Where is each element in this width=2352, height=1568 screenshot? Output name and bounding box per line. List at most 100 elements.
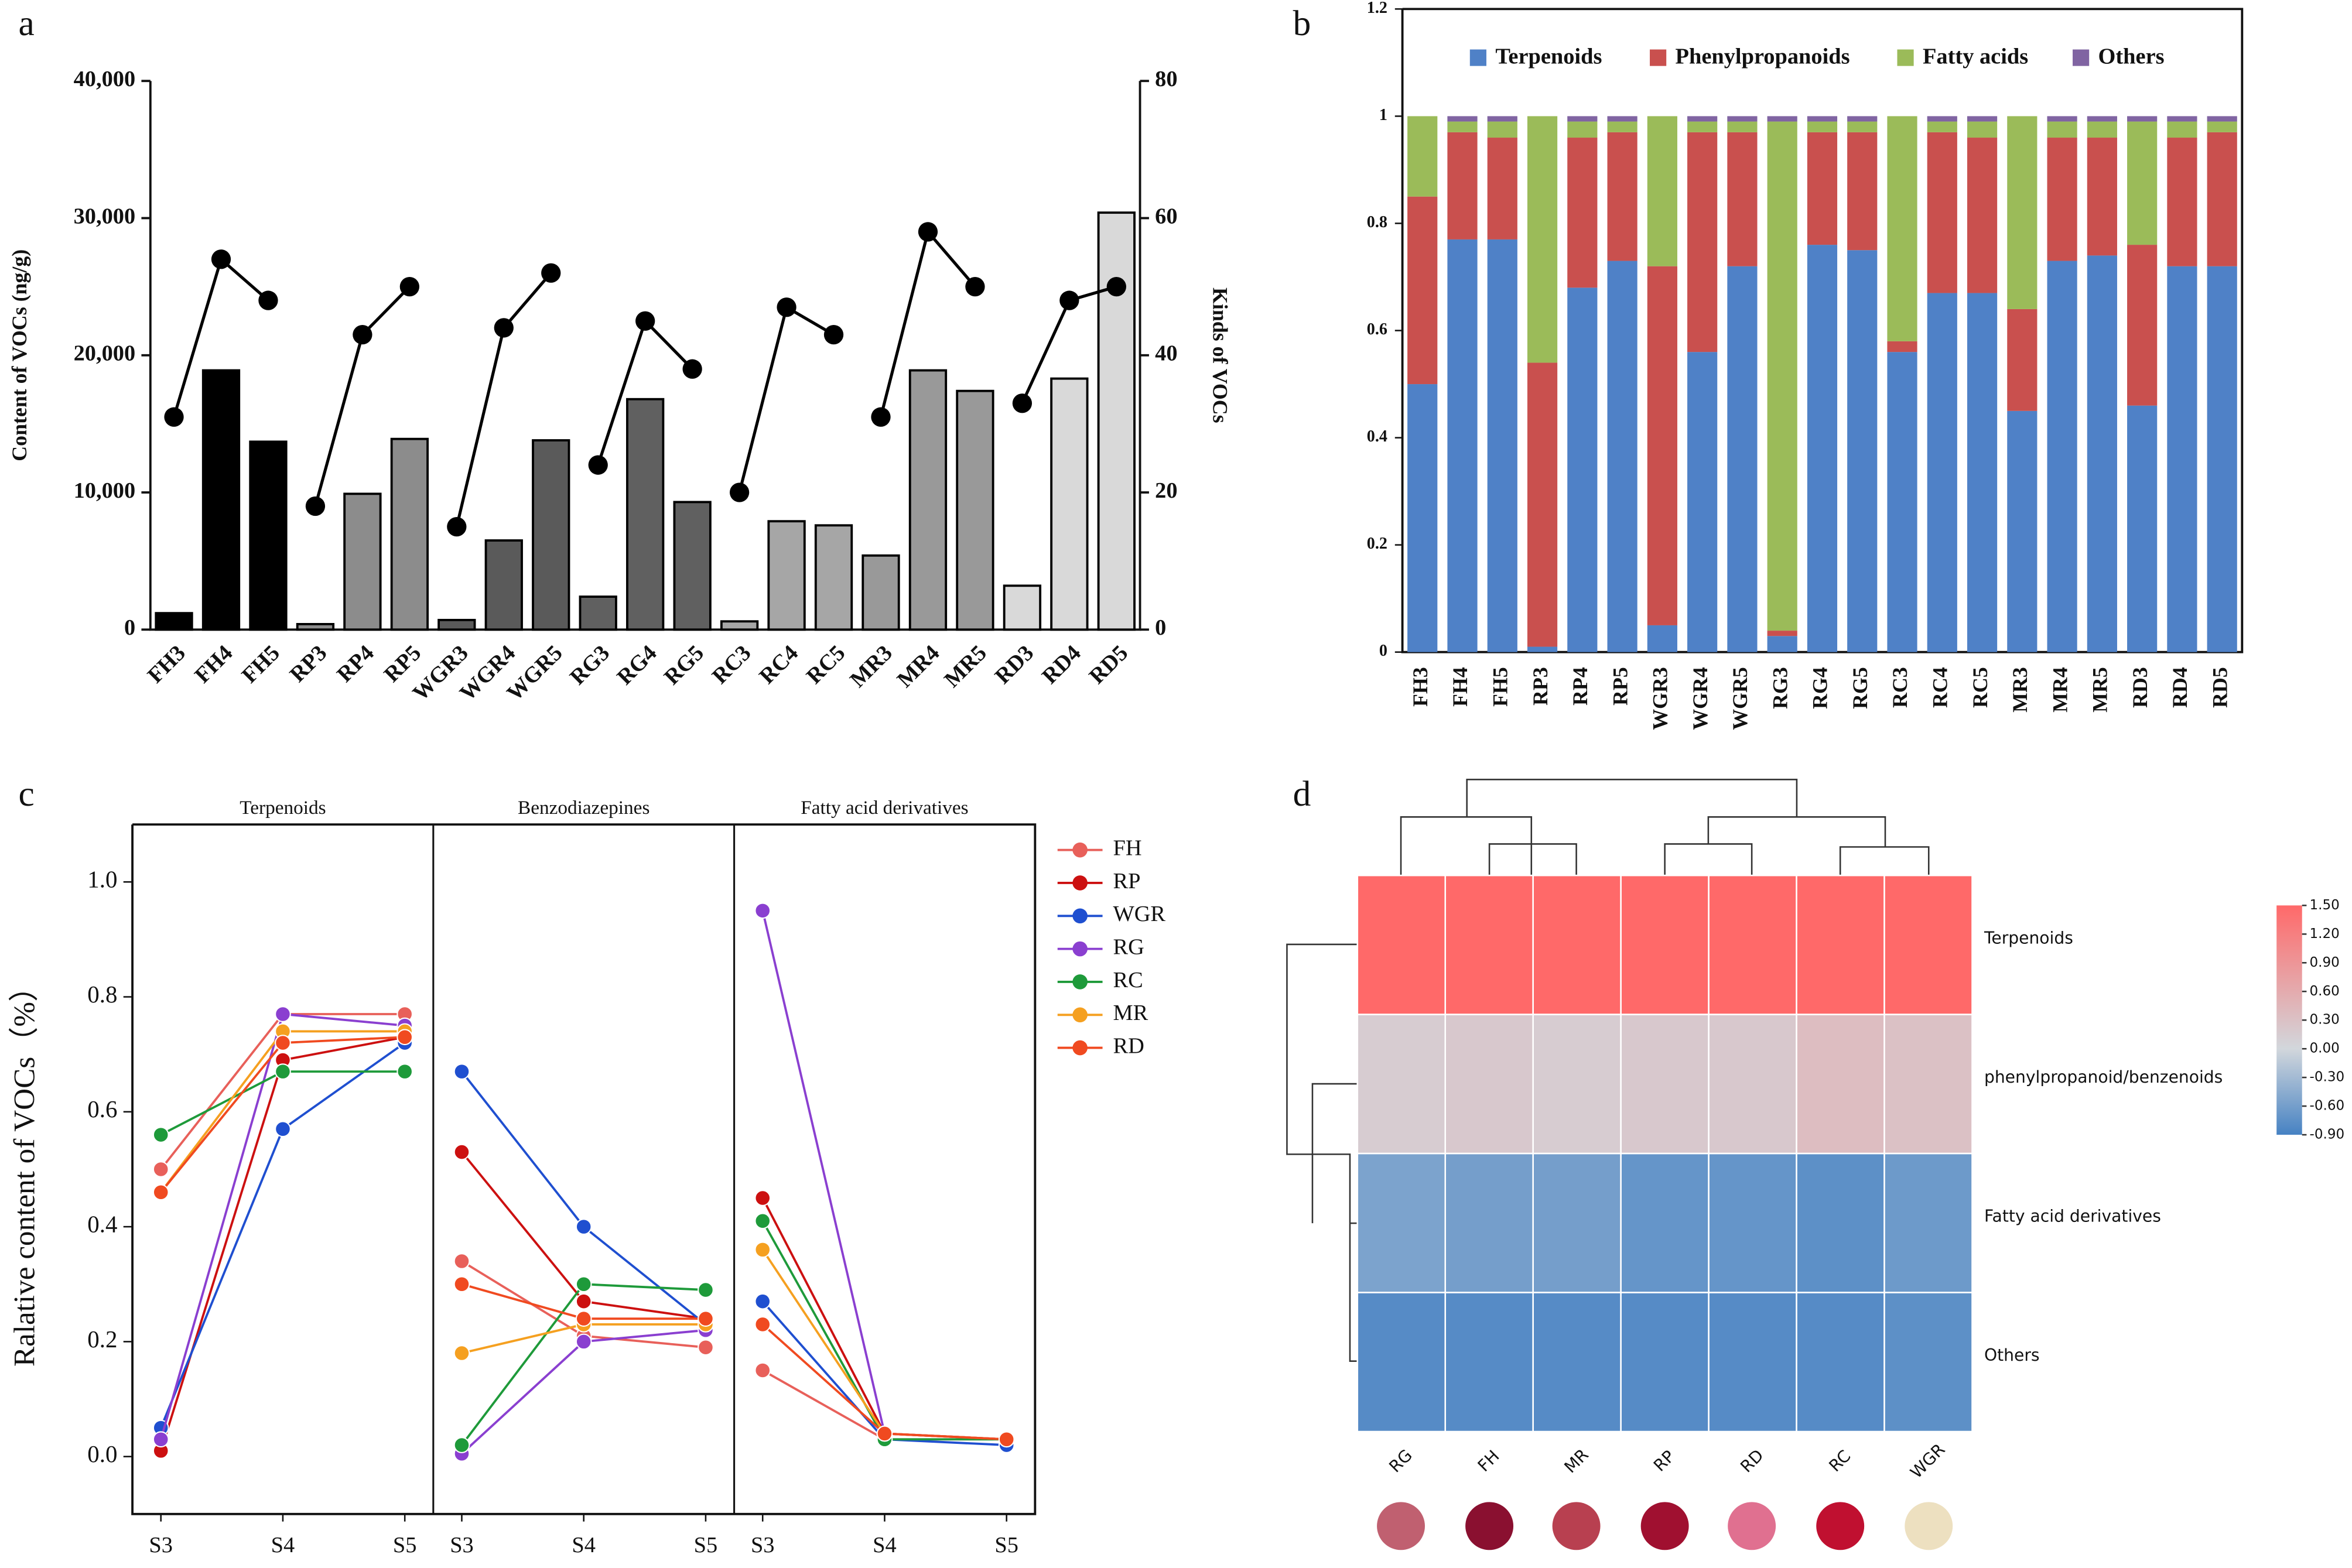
marker — [152, 1127, 169, 1143]
column-label: RG — [1385, 1446, 1416, 1477]
bar-segment — [1527, 362, 1558, 647]
bar-segment — [2007, 116, 2038, 309]
x-tick-label: RG4 — [1809, 667, 1832, 709]
row-label: Others — [1984, 1346, 2040, 1365]
x-tick-label: RD5 — [2208, 667, 2231, 708]
y-axis-label: Content of VOCs (ng/g) — [8, 249, 31, 461]
marker — [918, 222, 938, 242]
x-tick-label: S3 — [450, 1533, 474, 1557]
x-tick-label: S4 — [572, 1533, 596, 1557]
bar-segment — [1407, 196, 1438, 385]
y-tick-label: 0.8 — [1367, 213, 1387, 231]
row-label: Terpenoids — [1984, 929, 2073, 948]
bar-segment — [1887, 352, 1917, 652]
x-tick-label: RC5 — [802, 641, 850, 689]
bar-segment — [2007, 410, 2038, 652]
row-label: Fatty acid derivatives — [1984, 1207, 2161, 1226]
bar-segment — [1767, 121, 1797, 631]
flower — [1905, 1502, 1953, 1550]
legend-label: RP — [1113, 869, 1140, 893]
marker — [698, 1339, 714, 1356]
x-tick-label: RG3 — [565, 641, 614, 690]
y-tick-label: 1 — [1379, 106, 1387, 124]
legend-label: MR — [1113, 1001, 1148, 1025]
bar-segment — [2047, 116, 2077, 122]
bar-segment — [1727, 121, 1758, 132]
marker — [871, 407, 891, 427]
bar-segment — [1407, 384, 1438, 652]
y-tick-label: 40,000 — [74, 67, 136, 91]
axes — [1401, 8, 2244, 653]
heat-cell — [1620, 874, 1710, 1015]
bar-segment — [2167, 121, 2197, 138]
marker — [453, 1144, 470, 1160]
heat-cell — [1883, 1152, 1973, 1293]
bar-segment — [1607, 261, 1637, 652]
x-tick-label: FH5 — [1488, 667, 1512, 707]
bar-segment — [1647, 625, 1677, 652]
marker — [698, 1282, 714, 1298]
row-dendrogram — [1286, 943, 1358, 1362]
x-tick-label: S5 — [694, 1533, 718, 1557]
bar-segment — [2207, 266, 2237, 652]
bar-segment — [1527, 116, 1558, 363]
line — [761, 1300, 1007, 1446]
marker — [729, 482, 750, 502]
heat-cell — [1444, 1152, 1534, 1293]
bar — [296, 623, 335, 631]
y-tick-label: 0.0 — [87, 1440, 117, 1467]
bar-segment — [2167, 116, 2197, 122]
color-tick-label: 0.60 — [2310, 984, 2340, 999]
bar-segment — [2127, 245, 2158, 406]
legend-label: Terpenoids — [1495, 44, 1602, 69]
flower — [1640, 1502, 1689, 1550]
x-tick-label: S5 — [393, 1533, 417, 1557]
bar-segment — [2207, 121, 2237, 132]
bar — [767, 520, 806, 631]
marker — [1059, 290, 1079, 310]
column-label: FH — [1474, 1446, 1503, 1475]
flower — [1465, 1502, 1514, 1550]
line — [761, 910, 1007, 1441]
x-tick-label: S4 — [873, 1533, 897, 1557]
bar-segment — [2127, 121, 2158, 245]
legend-swatch — [2073, 49, 2090, 66]
bar-segment — [1607, 116, 1637, 122]
marker — [777, 297, 796, 317]
bar-segment — [1447, 116, 1478, 122]
line — [159, 1042, 406, 1429]
heat-cell — [1796, 1014, 1885, 1155]
marker — [588, 455, 608, 475]
bar-segment — [1807, 116, 1838, 122]
x-tick-label: RC3 — [707, 641, 755, 689]
bar-segment — [1527, 646, 1558, 652]
legend-marker — [1072, 908, 1088, 924]
bar-segment — [1927, 116, 1957, 122]
marker — [754, 1316, 771, 1333]
marker — [541, 263, 561, 283]
x-tick-label: RD3 — [2128, 667, 2152, 708]
flower — [1816, 1502, 1865, 1550]
bar-segment — [1807, 121, 1838, 132]
marker — [211, 249, 231, 269]
bar-segment — [2087, 138, 2117, 256]
y-tick-label: 20,000 — [74, 341, 136, 366]
marker — [965, 277, 985, 297]
x-tick-label: RP3 — [285, 641, 331, 687]
y-tick-label: 0.4 — [1367, 427, 1387, 446]
x-tick-label: RC3 — [1888, 667, 1912, 708]
bar-segment — [2087, 116, 2117, 122]
y-tick-label: 1.0 — [87, 866, 117, 893]
bar-segment — [1767, 116, 1797, 122]
bar-segment — [1807, 245, 1838, 652]
heat-cell — [1356, 1292, 1447, 1433]
heat-cell — [1708, 1152, 1797, 1293]
y-axis-label: Ralative content of VOCs（%） — [8, 972, 42, 1367]
bar-segment — [2127, 116, 2158, 122]
bar-segment — [1607, 121, 1637, 132]
bar — [814, 524, 853, 631]
bar-segment — [1647, 266, 1677, 625]
heat-cell — [1708, 1014, 1797, 1155]
bar-segment — [1687, 116, 1718, 122]
